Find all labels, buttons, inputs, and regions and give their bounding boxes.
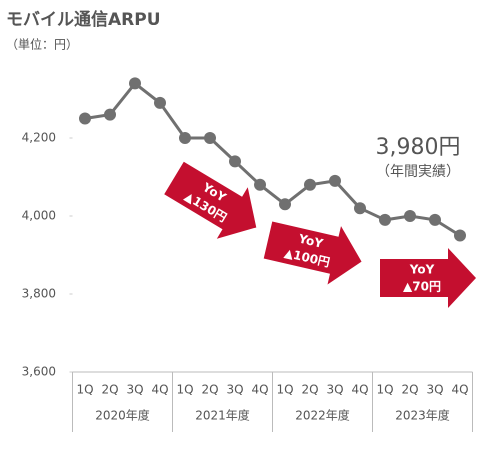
point xyxy=(104,108,116,121)
x-tick-label: 1Q xyxy=(76,383,93,397)
x-tick-label: 4Q xyxy=(351,383,368,397)
x-tick-label: 3Q xyxy=(426,383,443,397)
point xyxy=(379,213,391,226)
point xyxy=(354,202,366,215)
x-tick-label: 3Q xyxy=(126,383,143,397)
yoy-change: ▲70円 xyxy=(403,280,441,294)
y-tick-label: 3,800 xyxy=(22,287,56,301)
point xyxy=(279,198,291,211)
yoy-arrow: YoY ▲70円 xyxy=(380,248,476,308)
chart-subtitle: （単位：円） xyxy=(6,37,78,52)
y-tick-label: 4,000 xyxy=(22,209,56,223)
annual-note: （年間実績） xyxy=(376,164,460,180)
yoy-arrow: YoY▲100円 xyxy=(263,221,362,285)
point xyxy=(79,112,91,125)
group-label: 2020年度 xyxy=(95,408,150,423)
arrow-shape xyxy=(164,161,257,239)
x-tick-label: 1Q xyxy=(276,383,293,397)
y-tick-label: 4,200 xyxy=(22,131,56,145)
yoy-arrow: YoY▲130円 xyxy=(164,161,257,239)
group-label: 2023年度 xyxy=(395,408,450,423)
point xyxy=(229,155,241,168)
point xyxy=(154,96,166,109)
point xyxy=(129,77,141,90)
arrow-shape xyxy=(380,248,476,308)
x-tick-label: 3Q xyxy=(226,383,243,397)
point xyxy=(329,174,341,187)
arrow-shape xyxy=(263,221,362,285)
x-tick-label: 2Q xyxy=(201,383,218,397)
point xyxy=(179,132,191,144)
x-tick-label: 4Q xyxy=(251,383,268,397)
annual-value: 3,980円 xyxy=(376,135,461,160)
y-tick-label: 3,600 xyxy=(22,365,56,379)
point xyxy=(204,132,216,144)
point xyxy=(304,178,316,191)
chart-title: モバイル通信ARPU xyxy=(6,9,161,30)
x-tick-label: 1Q xyxy=(376,383,393,397)
point xyxy=(454,229,466,242)
point xyxy=(404,210,416,222)
x-tick-label: 4Q xyxy=(451,383,468,397)
yoy-label: YoY xyxy=(409,263,435,277)
x-tick-label: 2Q xyxy=(401,383,418,397)
x-tick-label: 4Q xyxy=(151,383,168,397)
series-line xyxy=(84,81,461,237)
point xyxy=(429,213,441,226)
x-tick-label: 1Q xyxy=(176,383,193,397)
point xyxy=(254,178,266,191)
x-tick-label: 2Q xyxy=(101,383,118,397)
x-tick-label: 2Q xyxy=(301,383,318,397)
group-label: 2022年度 xyxy=(295,408,350,423)
yoy-label: YoY xyxy=(296,231,324,250)
x-tick-label: 3Q xyxy=(326,383,343,397)
group-label: 2021年度 xyxy=(195,408,250,423)
